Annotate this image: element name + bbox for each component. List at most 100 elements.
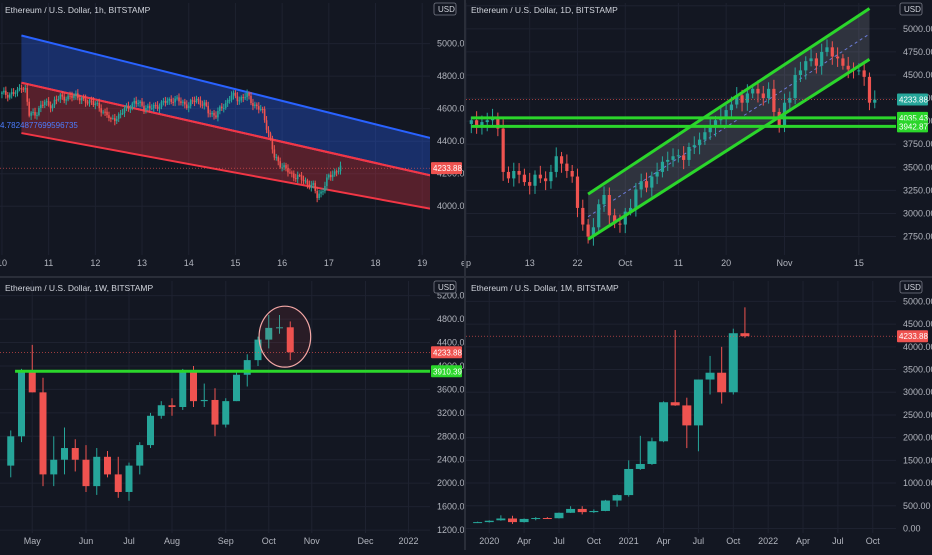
candle-up [612, 494, 622, 507]
candle-body [506, 171, 511, 179]
panel-1w[interactable]: 1200.00 1600.00 2000.00 2400.00 2800.00 3200.… [0, 278, 470, 550]
candle-body [581, 207, 585, 225]
candle-down [291, 170, 293, 178]
candle-down [205, 99, 208, 108]
candle-down [257, 102, 260, 114]
candle-body [655, 171, 659, 177]
candle-body [676, 155, 680, 157]
candle-up [7, 430, 15, 478]
candle-body [328, 174, 330, 178]
candle-body [329, 174, 332, 178]
x-tick-label: 13 [137, 258, 147, 268]
channel-mid-line [21, 81, 430, 177]
candle-up [30, 111, 32, 120]
candle-body [591, 227, 596, 237]
candle-down [248, 91, 250, 100]
candle-down [814, 52, 818, 74]
candle-body [873, 99, 877, 103]
candle-down [761, 85, 765, 106]
candle-down [294, 173, 297, 182]
candle-up [259, 104, 262, 112]
candle-body [283, 165, 285, 168]
candle-up [512, 162, 516, 187]
last-price-tag-bg [897, 93, 928, 106]
candle-up [80, 96, 83, 105]
candle-down [544, 171, 548, 191]
candle-down [63, 92, 66, 104]
candle-up [304, 177, 307, 184]
candle-down [271, 135, 274, 154]
candle-body [193, 100, 196, 103]
candle-body [112, 118, 114, 120]
candle-up [157, 401, 165, 419]
candle-body [867, 76, 872, 103]
candle-body [531, 518, 541, 520]
candle-body [575, 176, 580, 208]
candle-body [224, 103, 227, 109]
candle-up [45, 98, 48, 107]
candle-up [591, 218, 596, 246]
x-tick-label: Apr [796, 536, 810, 546]
candle-up [203, 99, 206, 110]
candle-body [168, 98, 171, 101]
y-tick-label: 3250.00 [903, 185, 932, 195]
candle-up [93, 448, 101, 495]
candle-body [565, 163, 569, 171]
candle-body [86, 102, 89, 104]
candle-body [203, 102, 206, 106]
panel-1d[interactable]: 2750.003000.003250.003500.003750.004000.… [461, 0, 932, 276]
candle-up [168, 97, 171, 105]
candle-body [333, 171, 336, 175]
candle-down [277, 155, 280, 166]
candle-body [273, 149, 276, 158]
candle-down [213, 109, 215, 120]
candle-body [170, 98, 173, 102]
candle-body [205, 102, 208, 106]
candle-up [809, 49, 813, 67]
candle-up [115, 115, 118, 125]
candle-up [16, 86, 19, 97]
candle-body [289, 172, 291, 174]
candle-body [788, 98, 792, 103]
candle-body [265, 120, 268, 130]
candle-down [84, 94, 87, 107]
panel-1m[interactable]: 0.00 500.00 1000.00 1500.00 2000.00 2500.00 30… [466, 278, 932, 550]
candle-body [114, 474, 122, 492]
candle-down [47, 97, 50, 107]
y-tick-label: 3600.00 [437, 384, 470, 394]
candle-body [724, 110, 728, 117]
candle-up [59, 92, 62, 103]
candle-down [830, 41, 834, 65]
candle-down [575, 168, 580, 218]
candle-body [162, 101, 165, 103]
candle-body [191, 100, 194, 102]
candle-up [533, 170, 537, 194]
plot-area [1, 34, 430, 210]
candle-down [607, 187, 611, 225]
x-tick-label: Nov [777, 258, 794, 268]
candle-body [281, 167, 283, 169]
candle-down [756, 80, 760, 103]
candle-up [125, 462, 133, 501]
candle-up [187, 102, 190, 113]
candle-body [475, 120, 479, 128]
candle-down [39, 377, 47, 487]
candle-body [6, 94, 9, 98]
y-tick-label: 3500.00 [903, 162, 932, 172]
panel-1h[interactable]: 4.78248776995967354000.004200.004400.004… [0, 0, 470, 276]
currency-label: USD [904, 5, 921, 14]
candle-down [135, 96, 137, 108]
candle-body [639, 181, 643, 190]
y-tick-label: 2000.00 [437, 478, 470, 488]
candle-up [322, 188, 324, 196]
candle-down [190, 365, 197, 407]
candle-down [772, 79, 776, 122]
x-tick-label: Aug [164, 536, 180, 546]
candle-body [69, 95, 71, 97]
candle-up [496, 515, 506, 521]
candle-up [147, 412, 154, 449]
y-tick-label: 4000.00 [903, 342, 932, 352]
candle-body [80, 97, 83, 101]
x-tick-label: May [24, 536, 42, 546]
candle-body [814, 58, 818, 66]
